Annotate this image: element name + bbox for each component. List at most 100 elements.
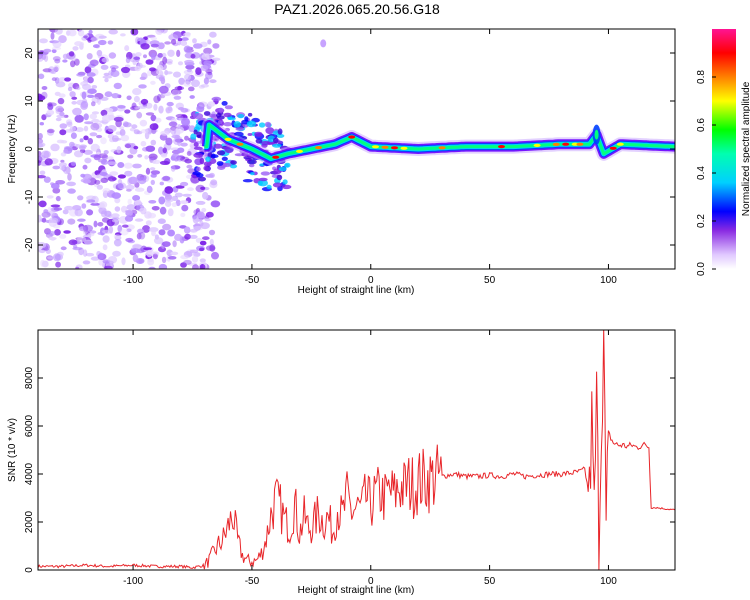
spectrogram-noise-blob	[100, 159, 108, 165]
spectrogram-noise-blob	[59, 129, 67, 136]
spectrogram-noise-blob	[133, 129, 140, 135]
spectrogram-noise-blob	[80, 102, 88, 110]
spectrogram-noise-blob	[114, 197, 121, 204]
spectrogram-x-tick-label: -50	[245, 275, 260, 286]
spectrogram-noise-blob	[107, 125, 117, 132]
spectrogram-noise-blob	[120, 134, 130, 142]
spectrogram-noise-blob	[191, 255, 199, 263]
spectrogram-transition-blob	[193, 152, 204, 158]
spectrogram-peak	[498, 145, 505, 149]
spectrogram-noise-blob	[100, 64, 109, 70]
spectrogram-noise-blob	[77, 236, 87, 243]
spectrogram-transition-blob	[216, 150, 226, 156]
spectrogram-noise-blob	[157, 94, 162, 102]
spectrogram-transition-blob	[244, 116, 249, 122]
spectrogram-noise-blob	[170, 39, 177, 45]
snr-panel: -100 -50 0 50 100 0 2000 4000 6000 8000 Height o…	[7, 329, 676, 596]
spectrogram-noise-blob	[74, 208, 83, 217]
spectrogram-noise-blob	[107, 40, 114, 45]
spectrogram-noise-blob	[90, 256, 100, 261]
spectrogram-transition-blob	[203, 165, 209, 171]
spectrogram-noise-blob	[174, 192, 183, 198]
snr-frame	[37, 329, 676, 571]
spectrogram-x-tick-label: 100	[600, 275, 617, 286]
spectrogram-noise-blob	[146, 249, 153, 258]
spectrogram-noise-blob	[53, 253, 61, 262]
spectrogram-noise-blob	[99, 201, 108, 209]
spectrogram-noise-blob	[124, 209, 133, 213]
snr-ylabel: SNR (10 * v/v)	[7, 418, 18, 482]
spectrogram-noise-blob	[189, 228, 198, 233]
spectrogram-noise-blob	[75, 237, 83, 241]
spectrogram-noise-blob	[137, 177, 147, 185]
spectrogram-noise-blob	[77, 195, 84, 201]
spectrogram-noise-blob	[186, 68, 192, 73]
spectrogram-noise-blob	[48, 217, 59, 224]
snr-x-tick-label: -100	[123, 576, 143, 587]
spectrogram-noise-blob	[145, 59, 154, 65]
spectrogram-transition-blob	[216, 112, 222, 118]
spectrogram-noise-blob	[83, 135, 89, 141]
spectrogram-noise-blob	[140, 129, 149, 134]
spectrogram-noise-blob	[98, 258, 104, 266]
spectrogram-noise-blob	[54, 58, 61, 64]
spectrogram-noise-blob	[121, 257, 126, 266]
spectrogram-transition-blob	[276, 174, 283, 181]
spectrogram-noise-blob	[117, 183, 124, 189]
spectrogram-noise-blob	[132, 163, 142, 169]
spectrogram-transition-blob	[193, 146, 203, 150]
spectrogram-noise-blob	[51, 183, 60, 190]
spectrogram-noise-blob	[55, 180, 66, 185]
spectrogram-noise-blob	[147, 69, 152, 77]
spectrogram-noise-blob	[76, 108, 81, 116]
spectrogram-transition-blob	[223, 112, 232, 118]
spectrogram-noise-blob	[201, 207, 207, 213]
spectrogram-noise-blob	[79, 42, 85, 47]
spectrogram-noise-blob	[83, 149, 93, 155]
spectrogram-noise-blob	[83, 224, 93, 232]
spectrogram-noise-blob	[201, 53, 210, 61]
spectrogram-y-tick-label: -10	[24, 189, 35, 204]
spectrogram-noise-blob	[203, 47, 213, 55]
spectrogram-noise-blob	[69, 126, 77, 132]
spectrogram-noise-blob	[89, 132, 98, 137]
spectrogram-noise-blob	[183, 69, 194, 75]
spectrogram-noise-blob	[136, 111, 143, 119]
spectrogram-noise-blob	[102, 229, 112, 234]
spectrogram-noise-blob	[69, 141, 75, 148]
spectrogram-noise-blob	[87, 138, 94, 145]
spectrogram-noise-blob	[47, 103, 54, 111]
spectrogram-noise-blob	[189, 249, 199, 254]
spectrogram-peak	[315, 146, 322, 150]
spectrogram-noise-blob	[179, 200, 189, 205]
spectrogram-noise-blob	[113, 234, 122, 239]
spectrogram-transition-blob	[221, 156, 228, 161]
spectrogram-noise-blob	[174, 233, 183, 241]
spectrogram-noise-blob	[176, 49, 181, 58]
spectrogram-noise-blob	[145, 167, 151, 175]
spectrogram-noise-blob	[152, 253, 158, 260]
spectrogram-noise-blob	[139, 76, 147, 81]
spectrogram-transition-blob	[198, 176, 206, 182]
spectrogram-noise-blob	[139, 207, 147, 213]
spectrogram-noise-blob	[97, 222, 104, 227]
spectrogram-noise-blob	[187, 187, 194, 192]
spectrogram-noise-blob	[71, 96, 78, 100]
spectrogram-noise-blob	[185, 64, 195, 70]
spectrogram-transition-blob	[266, 184, 272, 190]
spectrogram-noise-blob	[192, 264, 199, 269]
spectrogram-noise-blob	[210, 200, 221, 208]
spectrogram-noise-blob	[150, 173, 157, 178]
spectrogram-noise-blob	[59, 123, 68, 129]
spectrogram-noise-blob	[144, 131, 150, 140]
spectrogram-noise-blob	[113, 116, 124, 122]
spectrogram-noise-blob	[41, 86, 48, 90]
spectrogram-transition-blob	[217, 120, 223, 125]
spectrogram-noise-blob	[212, 43, 220, 49]
spectrogram-noise-blob	[205, 211, 214, 218]
spectrogram-peak	[533, 143, 541, 147]
spectrogram-transition-blob	[203, 111, 211, 116]
spectrogram-noise-blob	[177, 147, 185, 153]
spectrogram-noise-blob	[170, 165, 176, 172]
spectrogram-noise-blob	[42, 68, 52, 73]
